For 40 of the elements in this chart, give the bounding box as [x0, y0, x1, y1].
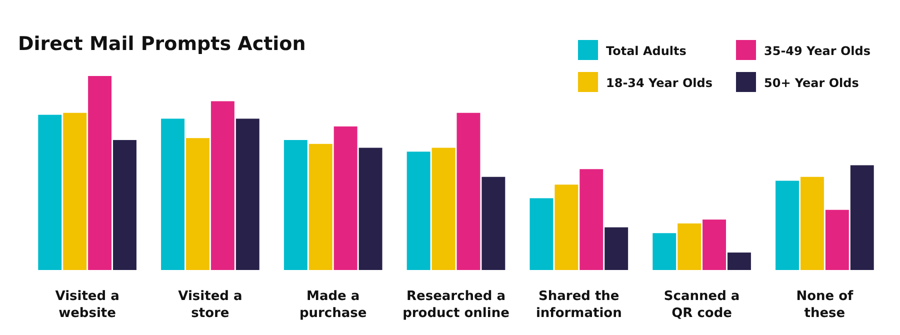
- bar: [825, 210, 849, 270]
- bar: [406, 152, 430, 270]
- bar: [850, 165, 874, 270]
- x-tick-label: Visited a website: [55, 289, 120, 321]
- bar: [186, 138, 210, 270]
- x-tick-label: Made a purchase: [299, 289, 367, 321]
- x-tick-label: Visited a store: [178, 289, 242, 321]
- bar: [482, 176, 506, 270]
- bar: [776, 180, 799, 270]
- legend-label: 50+ Year Olds: [764, 76, 859, 90]
- bar: [530, 198, 554, 270]
- bar: [113, 140, 136, 270]
- bar: [800, 176, 824, 270]
- legend-label: Total Adults: [606, 44, 686, 58]
- x-tick-label: Scanned a QR code: [664, 289, 740, 321]
- bar: [210, 101, 234, 270]
- bar: [88, 76, 112, 270]
- bar: [334, 126, 358, 270]
- bar: [308, 144, 332, 270]
- x-tick-label: None of these: [796, 289, 854, 321]
- x-tick-label: Researched a product online: [402, 289, 510, 321]
- legend-label: 18-34 Year Olds: [606, 76, 713, 90]
- bar: [284, 140, 308, 270]
- bar: [652, 233, 676, 270]
- bar: [604, 227, 628, 270]
- bar: [358, 148, 382, 270]
- x-tick-label: Shared the information: [536, 289, 622, 321]
- bar: [432, 148, 456, 270]
- bar: [161, 118, 184, 270]
- bar: [580, 169, 604, 270]
- chart-title: Direct Mail Prompts Action: [18, 33, 306, 55]
- bar: [63, 112, 87, 270]
- bar: [456, 112, 480, 270]
- legend-label: 35-49 Year Olds: [764, 44, 871, 58]
- bar: [554, 184, 578, 270]
- bar: [702, 220, 726, 270]
- bar: [678, 223, 702, 270]
- bar: [236, 118, 260, 270]
- bar: [38, 114, 62, 270]
- bar: [728, 252, 751, 270]
